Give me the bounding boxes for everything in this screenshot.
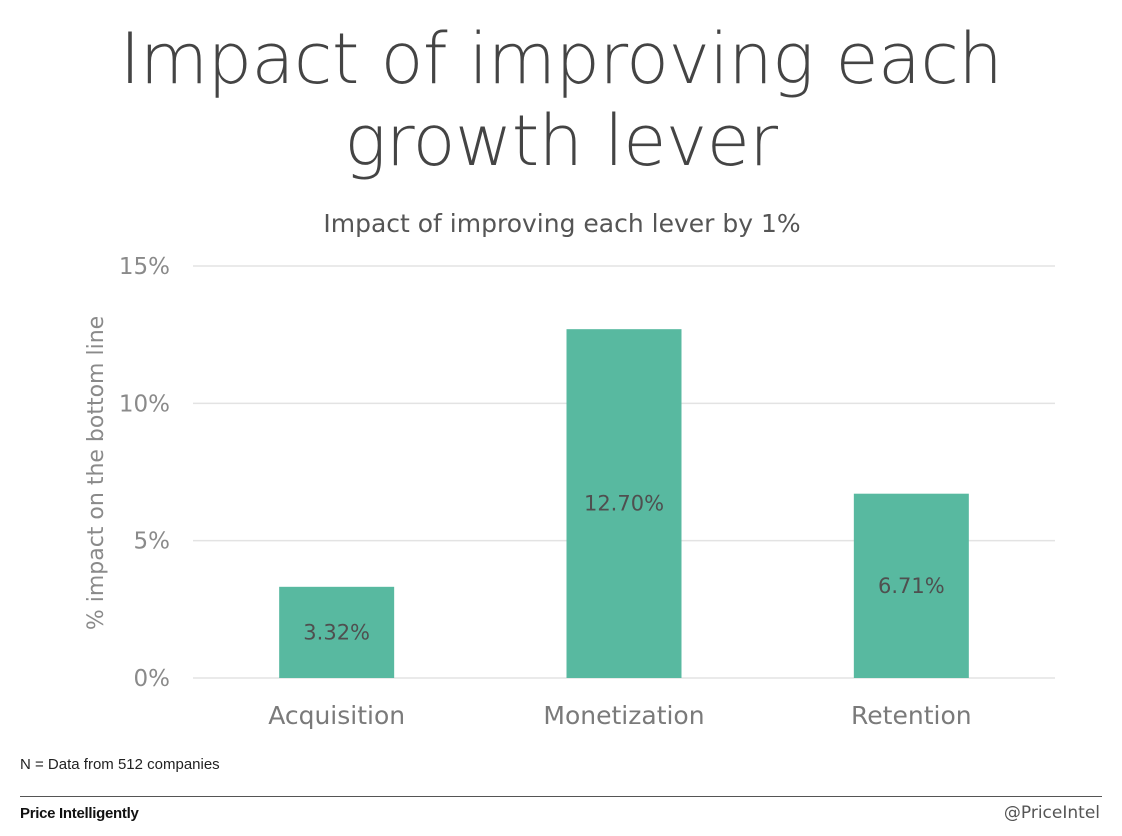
- bar-acquisition: [279, 586, 395, 678]
- data-label: 12.70%: [584, 492, 664, 516]
- data-label: 3.32%: [303, 620, 370, 644]
- x-category-label: Retention: [851, 701, 972, 730]
- data-labels: 3.32% 12.70% 6.71%: [303, 492, 944, 645]
- bars: [279, 329, 969, 678]
- twitter-handle: @PriceIntel: [1003, 803, 1100, 823]
- brand-logo: Price Intelligently: [20, 805, 139, 822]
- x-category-label: Monetization: [543, 701, 704, 730]
- data-label: 6.71%: [878, 574, 945, 598]
- bar-monetization: [566, 329, 682, 678]
- y-tick-label: 5%: [134, 529, 171, 555]
- slide-title: Impact of improving each growth lever: [119, 18, 1003, 182]
- y-tick-label: 10%: [119, 391, 170, 417]
- bar-retention: [853, 493, 969, 678]
- footnote: N = Data from 512 companies: [20, 756, 220, 773]
- y-axis-title: % impact on the bottom line: [84, 316, 109, 630]
- y-axis-ticks: 0% 5% 10% 15%: [119, 254, 170, 692]
- bar-chart: Impact of improving each lever by 1% 0% 5…: [84, 209, 1055, 730]
- chart-title: Impact of improving each lever by 1%: [323, 209, 800, 238]
- y-tick-label: 0%: [134, 666, 171, 692]
- x-category-label: Acquisition: [268, 701, 405, 730]
- x-axis-categories: Acquisition Monetization Retention: [268, 701, 971, 730]
- y-tick-label: 15%: [119, 254, 170, 280]
- footer-divider: [20, 796, 1102, 797]
